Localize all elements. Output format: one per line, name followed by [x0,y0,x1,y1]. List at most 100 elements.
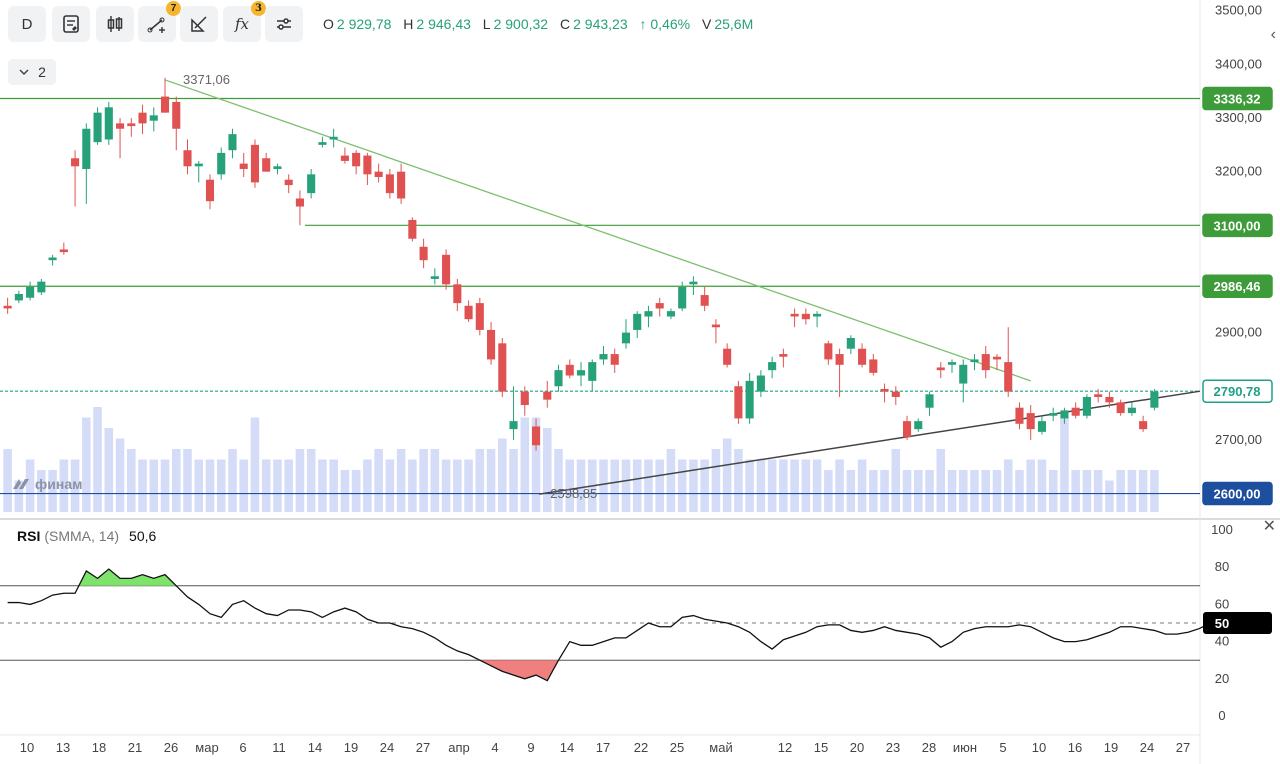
indicators-button[interactable]: fx 3 [223,1,266,42]
volume-bar [981,470,991,512]
candle [385,168,394,199]
candle [1049,407,1058,422]
drawings-button[interactable]: 7 [138,1,181,42]
volume-bar [25,459,35,512]
high-value: 2 946,43 [416,16,471,32]
candle-body [599,354,608,360]
time-tick-label: 13 [56,740,70,755]
volume-bar [37,470,46,512]
volume-bar [261,459,271,512]
volume-value: 25,6M [714,16,754,32]
volume-bar [183,449,192,512]
time-tick-label: 28 [922,740,936,755]
candle-body [520,391,529,406]
candle [3,297,12,314]
candle [160,77,170,113]
candle-body [970,359,979,363]
candle [666,308,675,320]
candle-body [318,142,327,145]
candle [1015,402,1024,430]
candle-body [846,337,855,349]
low-label: L [482,16,491,32]
candle-body [1105,396,1114,403]
candle [520,386,529,416]
candle-body [1015,407,1024,424]
candle-body [419,246,428,261]
collapse-icon[interactable]: ‹ [1270,26,1276,43]
volume-bar [1015,470,1024,512]
volume-bar [958,470,968,512]
volume-bar [644,459,653,512]
ruler-button[interactable] [180,6,218,42]
volume-bar [700,459,709,512]
candle [1127,402,1136,416]
volume-bar [722,438,732,512]
volume-bar [767,459,777,512]
rsi-oversold-fill [479,660,559,681]
volume-bar [1082,470,1092,512]
indicators-badge: 3 [251,1,266,16]
time-tick-label: 24 [380,740,394,755]
candle-body [82,128,91,169]
volume-bar [925,470,934,512]
candle [947,359,957,373]
candle [340,147,349,164]
candle-body [891,391,900,397]
candle [318,136,327,148]
candle-body [430,276,439,279]
time-tick-label: 15 [814,740,828,755]
time-tick-label: 4 [491,740,498,755]
interval-button[interactable]: D [8,6,46,42]
chart-type-button[interactable] [96,6,134,42]
layout-button[interactable] [52,6,90,42]
volume-bar [351,470,361,512]
level-label: 2790,78 [1214,384,1261,399]
candle [1026,405,1035,440]
candle-body [711,324,720,328]
candle-body [992,356,1002,360]
candle-body [756,375,765,392]
close-pane-icon[interactable]: ✕ [1262,518,1276,535]
volume-bar [689,459,698,512]
candle [1071,402,1080,419]
candle-body [307,174,316,194]
candle-body [374,171,383,178]
volume-bar [812,459,822,512]
candle [1082,394,1091,419]
volume-bar [756,459,766,512]
candle [880,383,889,403]
legend-toggle[interactable]: 2 [8,59,56,85]
level-label-box [1202,274,1273,298]
candle [397,163,406,204]
candle [633,311,642,338]
volume-bar [1048,470,1058,512]
trend-line-down [164,79,1031,382]
candle [565,359,574,379]
rsi-tick-label: 100 [1211,522,1233,537]
volume-bar [1105,480,1114,512]
time-tick-label: 19 [1104,740,1118,755]
time-tick-label: 25 [670,740,684,755]
time-tick-label: 18 [92,740,106,755]
candle [273,163,282,175]
volume-bar [880,470,889,512]
candle-body [228,134,237,151]
watermark: финам [12,476,82,492]
volume-bar [576,459,586,512]
volume-bar [1037,459,1047,512]
high-label: H [403,16,414,32]
time-tick-label: 27 [1176,740,1190,755]
volume-bar [1071,470,1080,512]
volume-bar [655,459,664,512]
volume-bar [430,449,440,512]
candle-body [644,311,653,317]
settings-button[interactable] [265,6,303,42]
candles-icon [107,16,123,32]
price-tick-label: 2700,00 [1215,432,1262,447]
candle-body [588,362,597,381]
volume-bar [374,449,383,512]
function-icon: fx [234,15,249,33]
notes-icon [63,15,79,33]
volume-bar [205,459,215,512]
